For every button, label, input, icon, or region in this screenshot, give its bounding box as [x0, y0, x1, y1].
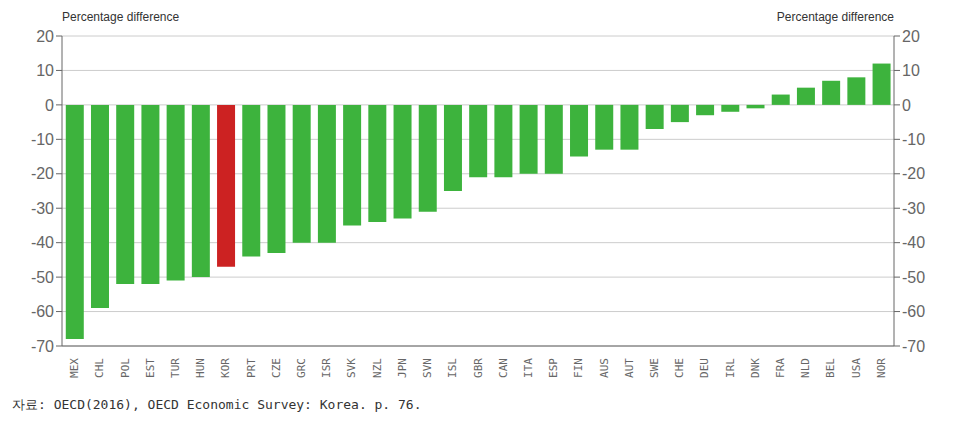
svg-text:-40: -40: [31, 234, 54, 251]
svg-text:CAN: CAN: [497, 358, 510, 378]
svg-text:AUS: AUS: [598, 358, 611, 378]
svg-text:CZE: CZE: [270, 358, 283, 378]
svg-text:SWE: SWE: [648, 358, 661, 378]
svg-text:SVN: SVN: [421, 358, 434, 378]
svg-text:PRT: PRT: [245, 358, 258, 378]
svg-text:BEL: BEL: [824, 358, 837, 378]
svg-text:NLD: NLD: [799, 358, 812, 378]
svg-text:HUN: HUN: [194, 358, 207, 378]
svg-text:0: 0: [45, 97, 54, 114]
svg-text:ITA: ITA: [522, 358, 535, 378]
svg-text:FRA: FRA: [774, 358, 787, 378]
svg-text:JPN: JPN: [396, 358, 409, 378]
html-text:자료: OECD(2016), OECD Economic: 자료: OECD(2016), OECD Economic Survey: Ko…: [12, 397, 422, 412]
svg-text:-30: -30: [31, 200, 54, 217]
svg-text:-60: -60: [31, 303, 54, 320]
svg-text:20: 20: [36, 28, 54, 45]
svg-text:20: 20: [902, 28, 920, 45]
svg-text:KOR: KOR: [219, 358, 232, 378]
svg-text:-20: -20: [902, 165, 925, 182]
svg-text:USA: USA: [850, 358, 863, 378]
svg-text:ESP: ESP: [547, 358, 560, 378]
svg-text:AUT: AUT: [623, 358, 636, 378]
svg-text:-60: -60: [902, 303, 925, 320]
svg-text:MEX: MEX: [68, 358, 81, 378]
svg-text:SVK: SVK: [345, 358, 358, 378]
svg-text:CHE: CHE: [673, 358, 686, 378]
svg-text:POL: POL: [119, 358, 132, 378]
svg-text:GRC: GRC: [295, 358, 308, 378]
svg-text:DNK: DNK: [749, 358, 762, 378]
svg-text:-30: -30: [902, 200, 925, 217]
html-text:Percentage difference: Percentage difference: [776, 10, 894, 24]
svg-text:IRL: IRL: [724, 358, 737, 378]
svg-text:10: 10: [902, 62, 920, 79]
svg-text:NOR: NOR: [875, 358, 888, 378]
svg-text:FIN: FIN: [572, 358, 585, 378]
svg-text:NZL: NZL: [371, 358, 384, 378]
svg-text:ISR: ISR: [320, 358, 333, 378]
svg-text:DEU: DEU: [698, 358, 711, 378]
svg-text:-70: -70: [902, 338, 925, 355]
svg-text:TUR: TUR: [169, 358, 182, 378]
svg-text:-70: -70: [31, 338, 54, 355]
svg-text:-20: -20: [31, 165, 54, 182]
svg-text:EST: EST: [144, 358, 157, 378]
svg-text:-50: -50: [31, 269, 54, 286]
svg-text:-50: -50: [902, 269, 925, 286]
html-text:Percentage difference: Percentage difference: [62, 10, 180, 24]
svg-text:0: 0: [902, 97, 911, 114]
svg-text:-10: -10: [902, 131, 925, 148]
svg-text:-40: -40: [902, 234, 925, 251]
svg-text:-10: -10: [31, 131, 54, 148]
svg-text:10: 10: [36, 62, 54, 79]
svg-text:GBR: GBR: [472, 358, 485, 378]
svg-text:CHL: CHL: [93, 358, 106, 378]
svg-text:ISL: ISL: [446, 358, 459, 378]
